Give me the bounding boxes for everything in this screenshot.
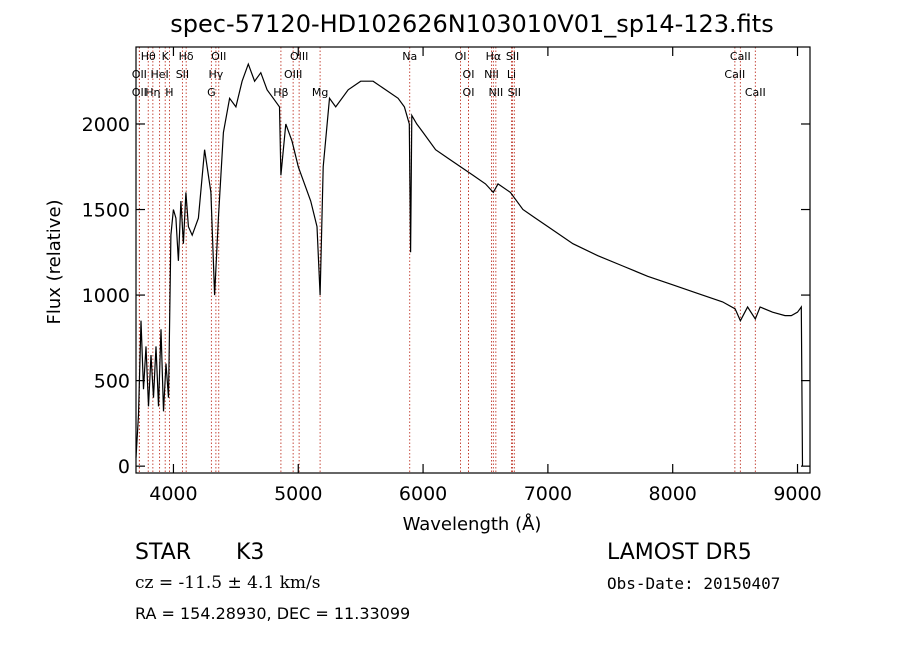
x-tick-label: 4000 bbox=[149, 483, 197, 505]
chart-title: spec-57120-HD102626N103010V01_sp14-123.f… bbox=[170, 10, 773, 38]
y-axis-label: Flux (relative) bbox=[44, 199, 65, 324]
line-marker-label: Hα bbox=[486, 50, 502, 63]
line-marker-label: OIII bbox=[284, 68, 302, 81]
x-tick-label: 7000 bbox=[524, 483, 572, 505]
line-marker-label: Hδ bbox=[179, 50, 194, 63]
tick-group: 4000 5000 6000 7000 8000 9000 0 500 1000 1500 2000 bbox=[82, 47, 822, 505]
line-marker-label: Li bbox=[507, 68, 516, 81]
x-tick-label: 5000 bbox=[274, 483, 322, 505]
y-tick-label: 1500 bbox=[82, 200, 130, 222]
line-marker-label: SII bbox=[508, 86, 521, 99]
line-marker-label: Hθ bbox=[141, 50, 156, 63]
x-tick-label: 8000 bbox=[649, 483, 697, 505]
line-marker-label: CaII bbox=[730, 50, 751, 63]
line-marker-label: CaII bbox=[724, 68, 745, 81]
observation-date: Obs-Date: 20150407 bbox=[607, 574, 781, 593]
y-tick-label: 500 bbox=[94, 371, 130, 393]
coordinates: RA = 154.28930, DEC = 11.33099 bbox=[135, 604, 411, 623]
x-tick-label: 6000 bbox=[399, 483, 447, 505]
spectrum-line bbox=[135, 62, 804, 467]
line-marker-label: OI bbox=[455, 50, 467, 63]
line-marker-label: NII bbox=[488, 86, 503, 99]
x-tick-label: 9000 bbox=[773, 483, 821, 505]
line-marker-label: H bbox=[165, 86, 173, 99]
line-marker-label: Na bbox=[402, 50, 417, 63]
line-marker-label: NII bbox=[484, 68, 499, 81]
line-marker-label: OII bbox=[211, 50, 226, 63]
line-marker-label: SII bbox=[506, 50, 519, 63]
line-marker-label: OII bbox=[132, 68, 147, 81]
line-marker-label: SII bbox=[176, 68, 189, 81]
y-tick-label: 1000 bbox=[82, 285, 130, 307]
line-marker-label: OI bbox=[463, 86, 475, 99]
line-marker-label: OI bbox=[463, 68, 475, 81]
object-subclass: K3 bbox=[236, 540, 265, 565]
line-marker-label: Hβ bbox=[273, 86, 288, 99]
line-marker-group bbox=[138, 47, 756, 473]
line-marker-label: OIII bbox=[290, 50, 308, 63]
line-marker-label: K bbox=[162, 50, 170, 63]
survey-name: LAMOST DR5 bbox=[607, 540, 752, 565]
line-marker-label: CaII bbox=[745, 86, 766, 99]
x-axis-label: Wavelength (Å) bbox=[403, 513, 542, 535]
line-marker-label: Mg bbox=[312, 86, 328, 99]
plot-frame bbox=[135, 46, 811, 474]
object-class: STAR bbox=[135, 540, 192, 565]
redshift-value: cz = -11.5 ± 4.1 km/s bbox=[135, 573, 321, 593]
line-marker-label: G bbox=[207, 86, 216, 99]
line-marker-label: HeI bbox=[150, 68, 168, 81]
line-marker-label: Hγ bbox=[208, 68, 223, 81]
y-tick-label: 2000 bbox=[82, 114, 130, 136]
line-marker-label: Hη bbox=[145, 86, 160, 99]
y-tick-label: 0 bbox=[118, 456, 130, 478]
